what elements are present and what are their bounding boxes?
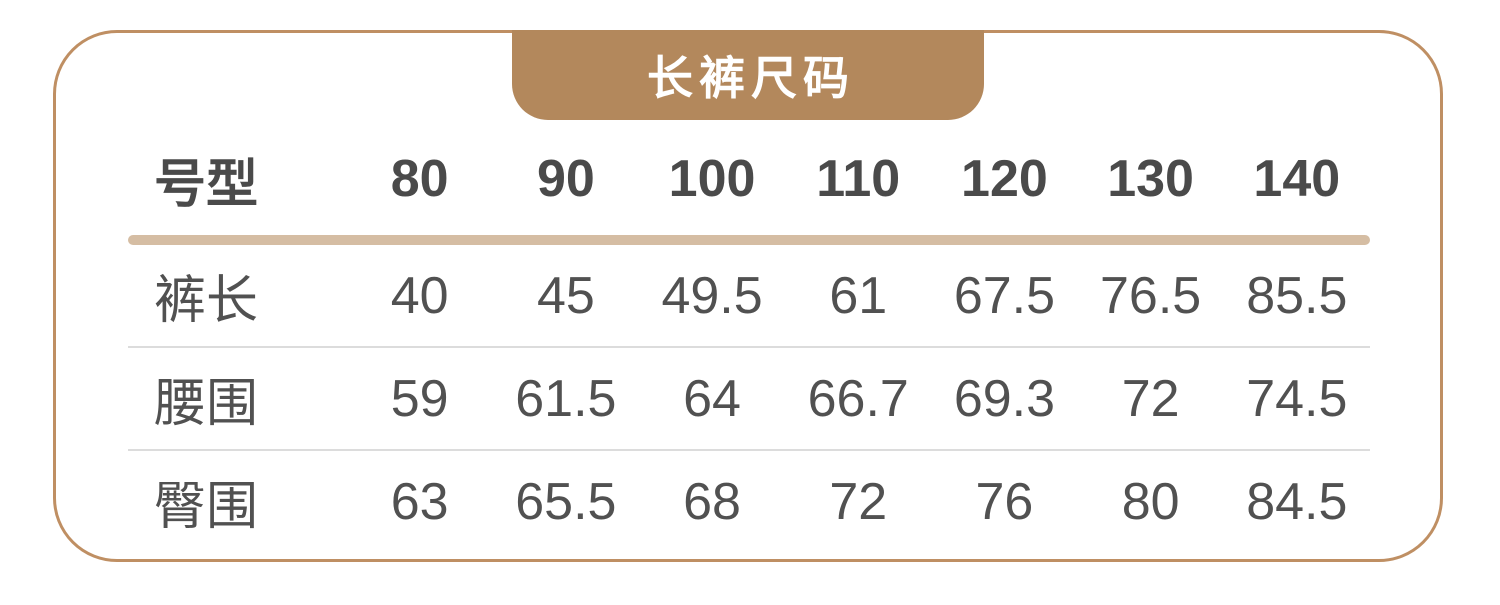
row-label: 腰围 (154, 375, 259, 433)
cell-value: 61.5 (515, 369, 617, 428)
header-cell-110: 110 (816, 150, 901, 208)
header-cell-size-label: 号型 (154, 155, 259, 214)
cell-value: 64 (683, 369, 741, 428)
cell-value: 76.5 (1100, 266, 1202, 325)
cell-value: 68 (683, 472, 741, 531)
header-cell-80: 80 (390, 150, 449, 208)
table-header-row: 号型 80 90 100 110 120 130 140 (128, 123, 1370, 235)
cell-value: 40 (390, 266, 449, 325)
header-cell-130: 130 (1107, 150, 1194, 208)
cell-value: 63 (390, 472, 449, 531)
row-divider (128, 449, 1370, 451)
cell-value: 80 (1121, 472, 1180, 531)
title-tab: 长裤尺码 (512, 30, 984, 120)
table-row-waist: 腰围 59 61.5 64 66.7 69.3 72 74.5 (128, 348, 1370, 449)
cell-value: 85.5 (1246, 266, 1348, 325)
cell-value: 67.5 (953, 266, 1056, 325)
size-chart-card: 长裤尺码 号型 80 90 100 110 120 130 140 裤长 40 … (53, 30, 1443, 562)
cell-value: 59 (390, 369, 449, 428)
header-cell-120: 120 (961, 150, 1048, 208)
cell-value: 84.5 (1246, 472, 1348, 531)
size-table: 号型 80 90 100 110 120 130 140 裤长 40 45 49… (128, 123, 1370, 552)
cell-value: 49.5 (661, 266, 763, 325)
cell-value: 72 (1121, 369, 1180, 428)
cell-value: 65.5 (515, 472, 617, 531)
row-divider (128, 346, 1370, 348)
cell-value: 66.7 (807, 369, 909, 428)
header-cell-100: 100 (668, 150, 756, 208)
header-cell-90: 90 (536, 150, 595, 208)
page-title: 长裤尺码 (647, 52, 855, 104)
table-row-hip: 臀围 63 65.5 68 72 76 80 84.5 (128, 451, 1370, 552)
header-cell-140: 140 (1253, 150, 1341, 208)
row-label: 臀围 (154, 478, 259, 536)
row-label: 裤长 (154, 272, 259, 330)
cell-value: 69.3 (953, 369, 1056, 428)
cell-value: 72 (829, 472, 888, 531)
table-row-pants-length: 裤长 40 45 49.5 61 67.5 76.5 85.5 (128, 245, 1370, 346)
cell-value: 76 (975, 472, 1034, 531)
cell-value: 74.5 (1246, 369, 1348, 428)
header-divider (128, 235, 1370, 245)
cell-value: 61 (829, 266, 888, 325)
cell-value: 45 (536, 266, 595, 325)
